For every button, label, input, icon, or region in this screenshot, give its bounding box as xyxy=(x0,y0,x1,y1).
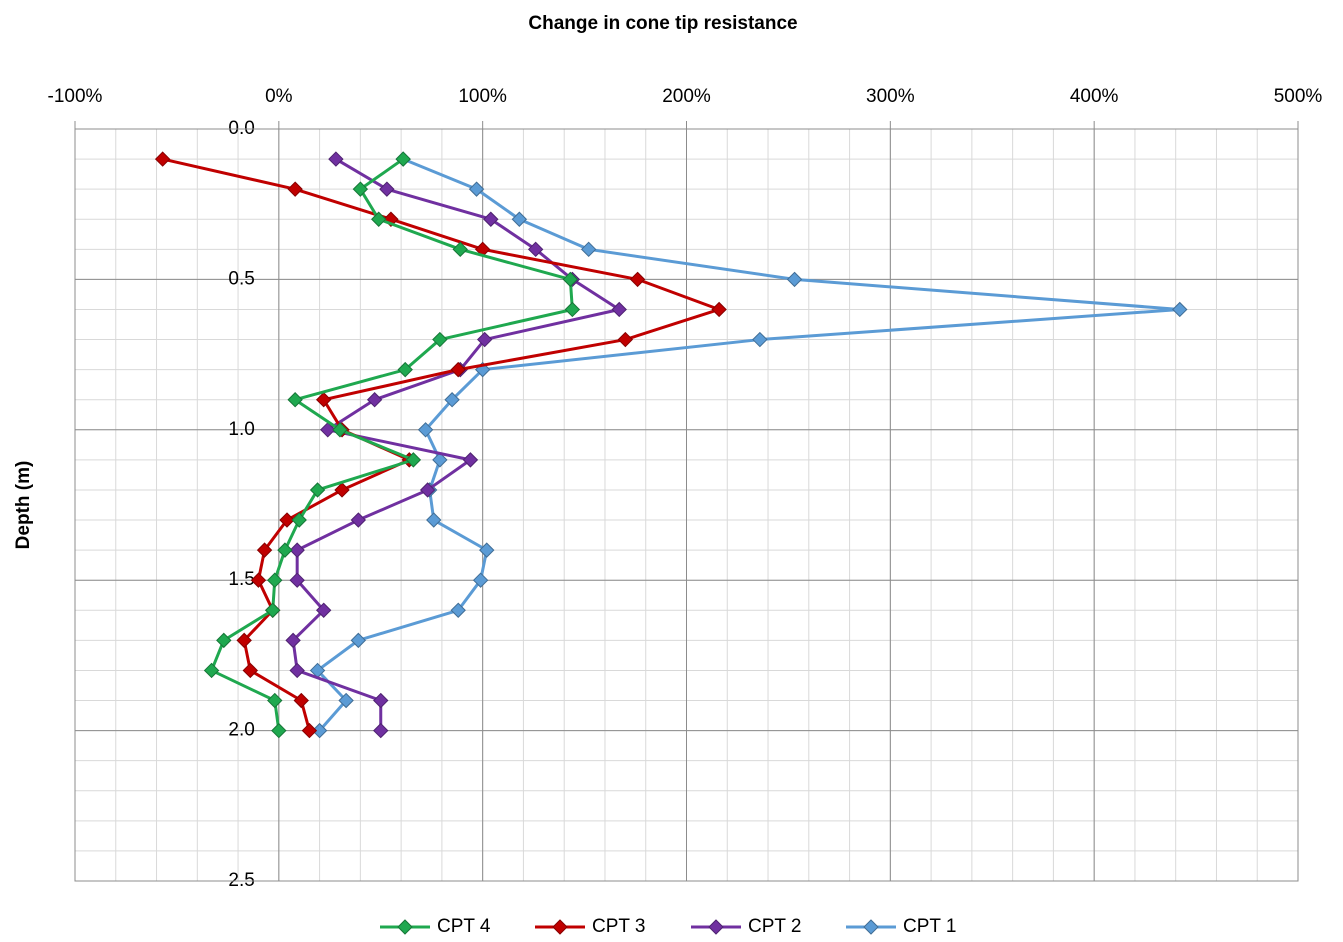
data-point xyxy=(417,422,434,438)
x-tick-label: 400% xyxy=(1070,86,1119,107)
data-point xyxy=(352,181,369,197)
data-point xyxy=(419,482,436,498)
data-point xyxy=(287,181,303,197)
y-axis-label: Depth (m) xyxy=(13,461,34,550)
series-line xyxy=(291,157,621,731)
data-point xyxy=(334,482,350,498)
data-point xyxy=(379,181,395,197)
data-point xyxy=(611,301,627,318)
data-point xyxy=(479,542,495,558)
data-point xyxy=(711,301,727,318)
data-point xyxy=(432,452,448,468)
data-point xyxy=(373,692,389,709)
x-tick-label: 100% xyxy=(458,86,507,107)
data-point xyxy=(328,151,344,167)
data-point xyxy=(629,271,646,288)
data-point xyxy=(462,452,479,468)
x-tick-label: 200% xyxy=(662,86,711,107)
data-point xyxy=(432,331,448,348)
data-point xyxy=(250,572,267,588)
data-point xyxy=(293,692,309,709)
data-point xyxy=(285,632,301,649)
x-tick-label: 0% xyxy=(265,86,293,107)
legend-label: CPT 3 xyxy=(592,916,646,937)
y-tick-label: 2.0 xyxy=(228,720,254,741)
series-line xyxy=(316,157,1182,732)
data-point xyxy=(371,211,387,227)
data-point xyxy=(350,512,367,528)
legend-marker xyxy=(397,919,413,935)
data-point xyxy=(242,662,259,679)
data-point xyxy=(452,241,468,258)
data-point xyxy=(350,632,367,649)
data-point xyxy=(320,422,336,438)
data-point xyxy=(332,422,348,438)
legend-label: CPT 2 xyxy=(748,916,802,937)
legend-label: CPT 4 xyxy=(437,916,491,937)
legend-label: CPT 1 xyxy=(903,916,957,937)
data-point xyxy=(311,722,328,739)
data-point xyxy=(472,572,489,588)
data-point xyxy=(256,542,273,558)
data-point xyxy=(476,331,493,348)
data-point xyxy=(373,722,389,739)
data-point xyxy=(527,241,544,258)
x-tick-label: 500% xyxy=(1274,86,1323,107)
data-point xyxy=(315,602,332,618)
legend-marker xyxy=(552,919,568,935)
data-point xyxy=(265,602,281,618)
data-point xyxy=(483,211,499,227)
data-point xyxy=(301,722,318,739)
data-point xyxy=(468,181,485,197)
data-point xyxy=(426,512,442,528)
data-point xyxy=(216,632,232,649)
data-point xyxy=(450,361,466,378)
data-point xyxy=(291,512,307,528)
x-tick-label: -100% xyxy=(48,86,103,107)
data-point xyxy=(1172,301,1188,318)
data-point xyxy=(580,241,597,258)
data-point xyxy=(450,602,466,618)
data-point xyxy=(154,151,171,167)
data-point xyxy=(267,692,283,709)
data-point xyxy=(564,301,581,318)
data-point xyxy=(786,271,803,288)
legend-marker xyxy=(708,919,724,935)
data-point xyxy=(617,331,634,348)
data-point xyxy=(444,392,460,408)
data-point xyxy=(236,632,252,649)
data-point xyxy=(511,211,528,227)
data-point xyxy=(287,392,303,408)
data-point xyxy=(289,572,305,588)
data-point xyxy=(309,482,326,498)
plot-border xyxy=(74,128,1299,882)
data-point xyxy=(289,662,305,679)
data-point xyxy=(562,271,579,288)
data-point xyxy=(397,361,413,378)
data-point xyxy=(366,392,383,408)
chart-title: Change in cone tip resistance xyxy=(528,13,797,34)
legend-marker xyxy=(863,919,879,935)
data-point xyxy=(271,722,287,739)
data-point xyxy=(279,512,295,528)
data-point xyxy=(338,692,354,709)
data-point xyxy=(289,542,305,558)
data-point xyxy=(203,662,220,679)
data-point xyxy=(395,151,411,167)
y-tick-label: 1.5 xyxy=(228,569,254,590)
data-point xyxy=(267,572,283,588)
data-point xyxy=(405,452,422,468)
y-tick-label: 0.5 xyxy=(228,268,254,289)
x-tick-label: 300% xyxy=(866,86,915,107)
series-line xyxy=(210,157,574,731)
data-point xyxy=(315,392,332,408)
data-point xyxy=(277,542,293,558)
y-tick-label: 1.0 xyxy=(228,419,254,440)
data-point xyxy=(752,331,768,348)
